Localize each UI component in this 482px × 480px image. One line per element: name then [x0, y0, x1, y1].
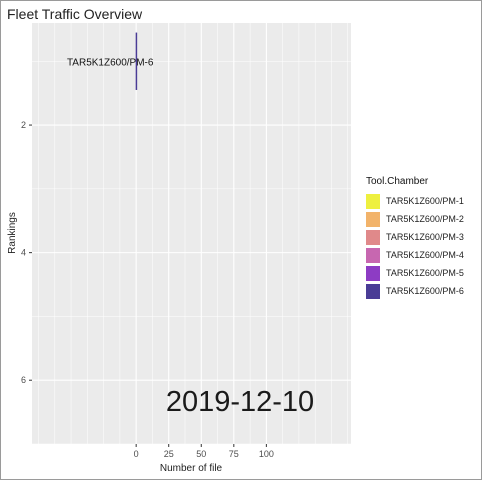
legend-color-key: [366, 229, 380, 245]
x-axis-label: Number of file: [160, 463, 223, 474]
date-label: 2019-12-10: [166, 386, 314, 418]
x-tick-label: 100: [259, 449, 274, 459]
y-tick-label: 4: [21, 248, 26, 258]
y-ticks: 2 4 6: [21, 120, 32, 385]
legend-item: TAR5K1Z600/PM-2: [366, 210, 464, 228]
x-tick-label: 0: [134, 449, 139, 459]
legend: Tool.Chamber TAR5K1Z600/PM-1 TAR5K1Z600/P…: [366, 176, 464, 300]
x-tick-label: 25: [164, 449, 174, 459]
legend-item: TAR5K1Z600/PM-5: [366, 264, 464, 282]
legend-color-key: [366, 211, 380, 227]
legend-title: Tool.Chamber: [366, 176, 429, 187]
legend-label: TAR5K1Z600/PM-6: [386, 286, 464, 296]
x-tick-label: 50: [196, 449, 206, 459]
bar-labels: TAR5K1Z600/PM-6: [67, 57, 154, 68]
legend-label: TAR5K1Z600/PM-2: [386, 214, 464, 224]
plot-panel: [32, 23, 351, 444]
x-tick-label: 75: [229, 449, 239, 459]
legend-label: TAR5K1Z600/PM-3: [386, 232, 464, 242]
legend-color-key: [366, 247, 380, 263]
y-tick-label: 2: [21, 120, 26, 130]
chart-title: Fleet Traffic Overview: [7, 6, 143, 22]
legend-item: TAR5K1Z600/PM-6: [366, 282, 464, 300]
bar-label: TAR5K1Z600/PM-6: [67, 57, 154, 68]
x-ticks: 0 25 50 75 100: [134, 444, 274, 459]
bars: [135, 32, 138, 90]
legend-label: TAR5K1Z600/PM-1: [386, 196, 464, 206]
grid-lines: [32, 23, 351, 445]
y-axis-label: Rankings: [7, 212, 18, 254]
legend-color-key: [366, 193, 380, 209]
legend-label: TAR5K1Z600/PM-4: [386, 250, 464, 260]
legend-item: TAR5K1Z600/PM-4: [366, 246, 464, 264]
bar: [135, 32, 138, 90]
legend-item: TAR5K1Z600/PM-1: [366, 192, 464, 210]
legend-color-key: [366, 283, 380, 299]
legend-label: TAR5K1Z600/PM-5: [386, 268, 464, 278]
legend-item: TAR5K1Z600/PM-3: [366, 228, 464, 246]
y-tick-label: 6: [21, 375, 26, 385]
legend-items: TAR5K1Z600/PM-1 TAR5K1Z600/PM-2 TAR5K1Z600…: [366, 192, 464, 300]
legend-color-key: [366, 265, 380, 281]
